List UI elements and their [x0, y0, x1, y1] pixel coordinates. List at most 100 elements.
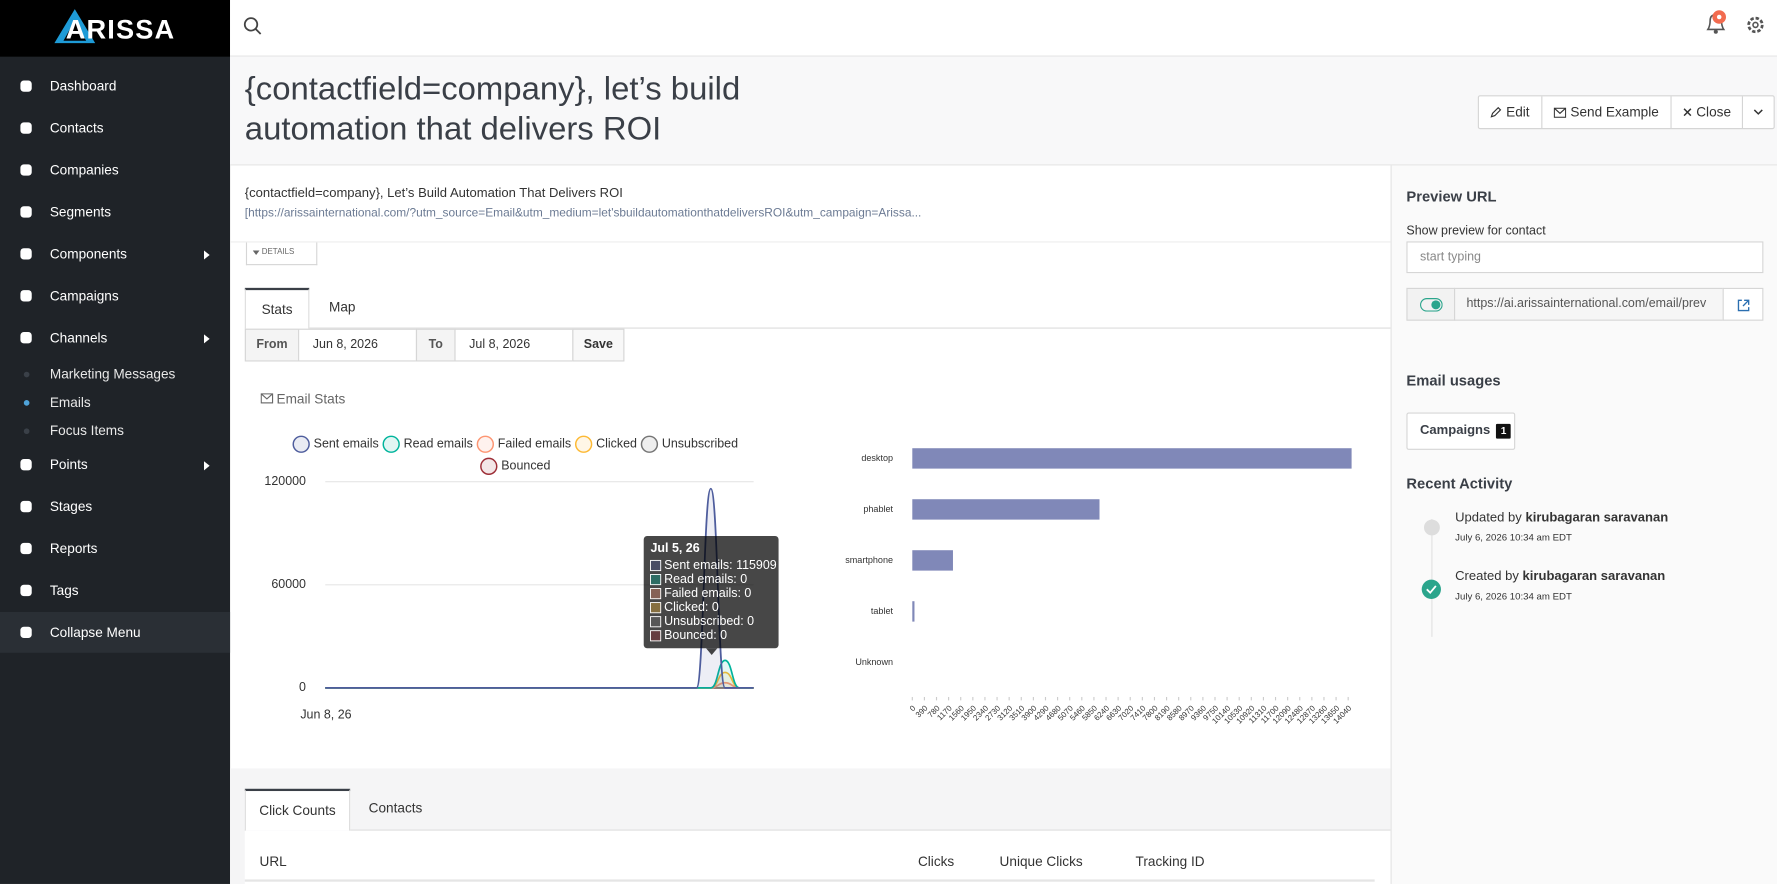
- preview-url[interactable]: https://ai.arissainternational.com/email…: [1454, 287, 1724, 321]
- nav-label: Contacts: [49, 120, 104, 136]
- y-tick-label: desktop: [861, 453, 893, 463]
- toggle-switch: [1420, 298, 1443, 312]
- caret-icon: [1754, 109, 1764, 115]
- legend-swatch: [480, 457, 498, 476]
- activity-user[interactable]: kirubagaran saravanan: [1525, 511, 1669, 525]
- bar: [912, 499, 1100, 520]
- series-line: [325, 659, 754, 689]
- legend-swatch: [292, 435, 310, 453]
- nav-item[interactable]: Contacts: [0, 108, 230, 149]
- nav-icon: [20, 80, 32, 92]
- y-tick-label: 60000: [271, 577, 306, 591]
- click-counts-tab[interactable]: Click Counts: [244, 788, 351, 831]
- nav-item[interactable]: Dashboard: [0, 66, 230, 107]
- legend-swatch: [640, 435, 659, 453]
- tooltip-swatch: [650, 616, 662, 628]
- mail-icon: [260, 393, 274, 404]
- nav-label: Dashboard: [49, 78, 117, 95]
- nav-item[interactable]: Reports: [0, 528, 230, 569]
- map-tab[interactable]: Map: [329, 299, 356, 316]
- send-example-button[interactable]: Send Example: [1542, 96, 1672, 129]
- legend-item[interactable]: Failed emails: [476, 435, 571, 453]
- legend-label: Clicked: [596, 437, 637, 451]
- caret-icon: [252, 250, 260, 255]
- nav-icon: [20, 584, 32, 597]
- activity-date: July 6, 2026 10:34 am EDT: [1455, 531, 1572, 543]
- email-url[interactable]: [https://arissainternational.com/?utm_so…: [244, 206, 922, 220]
- save-button[interactable]: Save: [572, 328, 625, 362]
- tooltip-pointer: [706, 648, 718, 656]
- legend-item[interactable]: Clicked: [574, 435, 637, 453]
- series-line: [325, 671, 754, 689]
- legend-swatch: [574, 435, 593, 453]
- legend-label: Read emails: [404, 437, 473, 451]
- series-line: [325, 487, 754, 689]
- nav-subitem[interactable]: Emails: [0, 388, 230, 416]
- legend-label: Failed emails: [498, 437, 571, 451]
- settings-icon[interactable]: [1745, 15, 1765, 35]
- nav-label: Segments: [49, 203, 112, 220]
- legend-item[interactable]: Unsubscribed: [640, 435, 738, 453]
- activity-user[interactable]: kirubagaran saravanan: [1522, 570, 1666, 584]
- nav-item[interactable]: Companies: [0, 150, 230, 191]
- legend-item[interactable]: Read emails: [382, 435, 473, 453]
- nav-arrow: [203, 334, 210, 344]
- activity-title: Recent Activity: [1406, 474, 1513, 492]
- nav-item[interactable]: Tags: [0, 570, 230, 611]
- details-label: DETAILS: [261, 248, 295, 257]
- button-label: Send Example: [1570, 104, 1659, 121]
- search-icon[interactable]: [243, 16, 263, 36]
- nav-label: Tags: [49, 582, 79, 599]
- nav-item[interactable]: Collapse Menu: [0, 611, 231, 653]
- legend-item[interactable]: Sent emails: [292, 435, 379, 453]
- from-input[interactable]: Jun 8, 2026: [298, 328, 418, 362]
- details-toggle[interactable]: DETAILS: [245, 242, 318, 266]
- tab-line: [244, 327, 1391, 329]
- nav-item[interactable]: Channels: [0, 317, 230, 358]
- tooltip-title: Jul 5, 26: [651, 541, 700, 555]
- stats-title: Email Stats: [276, 390, 346, 407]
- nav-label: Focus Items: [49, 422, 124, 439]
- to-input[interactable]: Jul 8, 2026: [454, 328, 574, 362]
- tooltip-swatch: [650, 602, 662, 614]
- nav-label: Components: [49, 245, 127, 262]
- nav-item[interactable]: Stages: [0, 486, 230, 527]
- legend-item[interactable]: Bounced: [480, 457, 551, 476]
- series-area: [325, 672, 754, 688]
- timeline-check: [1421, 579, 1441, 599]
- close-button[interactable]: Close: [1671, 96, 1744, 129]
- y-tick-label: phablet: [863, 504, 893, 514]
- nav-item[interactable]: Components: [0, 233, 230, 274]
- nav-label: Campaigns: [49, 287, 119, 304]
- dropdown-button[interactable]: [1743, 96, 1774, 128]
- open-link-button[interactable]: [1722, 287, 1764, 321]
- tooltip-swatch: [650, 574, 662, 586]
- legend-label: Sent emails: [314, 437, 379, 451]
- nav-item[interactable]: Points: [0, 444, 230, 485]
- campaigns-button[interactable]: Campaigns 1: [1406, 412, 1516, 450]
- nav-item[interactable]: Segments: [0, 192, 230, 233]
- nav-dot: [23, 427, 30, 434]
- nav-arrow: [203, 461, 210, 471]
- contact-input[interactable]: start typing: [1406, 241, 1764, 274]
- notification-icon[interactable]: [1701, 7, 1730, 39]
- y-tick-label: 120000: [264, 474, 306, 488]
- stats-tab[interactable]: Stats: [244, 287, 310, 329]
- tooltip-line: Bounced: 0: [664, 628, 727, 642]
- nav-subitem[interactable]: Marketing Messages: [0, 360, 230, 388]
- nav-subitem[interactable]: Focus Items: [0, 416, 230, 444]
- edit-button[interactable]: Edit: [1479, 96, 1543, 129]
- contacts-tab[interactable]: Contacts: [368, 800, 423, 816]
- table: URL Clicks Unique Clicks Tracking ID: [244, 830, 1391, 884]
- to-label: To: [415, 328, 456, 362]
- table-header: Unique Clicks: [999, 853, 1083, 870]
- nav-item[interactable]: Campaigns: [0, 275, 230, 316]
- y-tick-label: Unknown: [855, 657, 893, 667]
- top-bar: [230, 0, 1777, 57]
- logo[interactable]: ARISSA: [0, 0, 231, 57]
- brand: ARISSA: [65, 14, 176, 46]
- preview-label: Show preview for contact: [1406, 224, 1546, 238]
- nav-icon: [20, 164, 32, 176]
- tooltip-line: Failed emails: 0: [664, 586, 751, 600]
